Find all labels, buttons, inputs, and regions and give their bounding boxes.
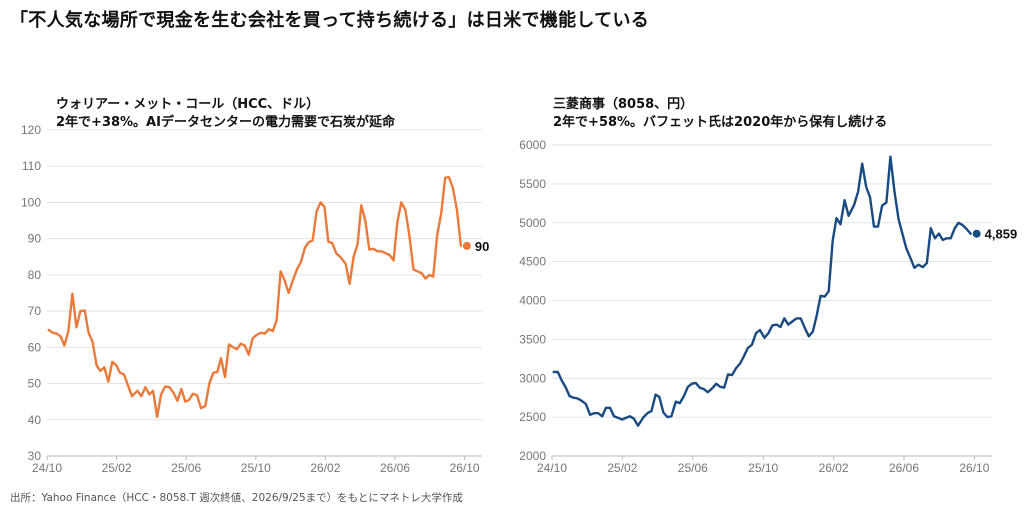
x-tick-label: 25/02 xyxy=(607,461,637,475)
y-tick-label: 80 xyxy=(28,268,42,282)
y-tick-label: 100 xyxy=(21,195,41,209)
mitsubishi-end-marker xyxy=(972,229,981,238)
right-chart-title-line1: 三菱商事（8058、円） xyxy=(553,97,694,112)
hcc-end-marker xyxy=(462,241,471,250)
x-tick-label: 26/10 xyxy=(959,461,989,475)
y-tick-label: 6000 xyxy=(519,138,546,152)
y-tick-label: 90 xyxy=(28,232,42,246)
left-chart-title-line1: ウォリアー・メット・コール（HCC、ドル） xyxy=(56,97,320,112)
x-tick-label: 26/02 xyxy=(819,461,849,475)
y-tick-label: 5000 xyxy=(519,216,546,230)
y-tick-label: 2000 xyxy=(519,449,546,463)
left-chart-title-line2: 2年で+38%。AIデータセンターの電力需要で石炭が延命 xyxy=(56,115,395,130)
y-tick-label: 110 xyxy=(22,159,41,173)
x-tick-label: 24/10 xyxy=(32,461,62,475)
right-chart-title-line2: 2年で+58%。バフェット氏は2020年から保有し続ける xyxy=(553,115,888,130)
hcc-price-chart: 30 40 50 60 70 80 90 100 110 120 24/10 25/02 25/06 25… xyxy=(21,123,489,475)
x-tick-label: 26/06 xyxy=(889,461,919,475)
y-tick-label: 50 xyxy=(28,377,42,391)
y-tick-label: 3000 xyxy=(519,371,546,385)
y-tick-label: 5500 xyxy=(519,177,546,191)
right-chart-title: 三菱商事（8058、円） 2年で+58%。バフェット氏は2020年から保有し続け… xyxy=(553,96,887,132)
y-tick-label: 120 xyxy=(21,123,41,137)
mitsubishi-price-line xyxy=(552,155,972,427)
x-tick-label: 26/02 xyxy=(310,461,340,475)
y-tick-label: 4000 xyxy=(519,294,546,308)
left-chart-title: ウォリアー・メット・コール（HCC、ドル） 2年で+38%。AIデータセンターの… xyxy=(56,96,395,132)
y-tick-label: 60 xyxy=(28,340,42,354)
mitsubishi-price-chart: 2000 2500 3000 3500 4000 4500 5000 5500 6000 24/1… xyxy=(519,138,1018,475)
x-tick-label: 25/10 xyxy=(748,461,778,475)
x-tick-label: 26/06 xyxy=(380,461,410,475)
source-note: 出所：Yahoo Finance（HCC・8058.T 週次終値、2026/9/… xyxy=(10,492,463,504)
x-tick-label: 26/10 xyxy=(450,461,480,475)
y-tick-label: 2500 xyxy=(519,410,546,424)
hcc-price-line xyxy=(47,175,463,419)
x-tick-label: 25/10 xyxy=(241,461,271,475)
mitsubishi-end-value-label: 4,859 xyxy=(985,227,1018,242)
y-tick-label: 3500 xyxy=(519,332,546,346)
x-tick-label: 25/06 xyxy=(171,461,201,475)
y-tick-label: 4500 xyxy=(519,255,546,269)
y-tick-label: 40 xyxy=(28,413,42,427)
x-tick-label: 25/06 xyxy=(678,461,708,475)
y-tick-label: 30 xyxy=(28,449,42,463)
hcc-end-value-label: 90 xyxy=(475,239,489,254)
y-tick-label: 70 xyxy=(28,304,42,318)
x-tick-label: 25/02 xyxy=(102,461,132,475)
x-tick-label: 24/10 xyxy=(537,461,567,475)
main-title: 「不人気な場所で現金を生む会社を買って持ち続ける」は日米で機能している xyxy=(10,10,650,31)
